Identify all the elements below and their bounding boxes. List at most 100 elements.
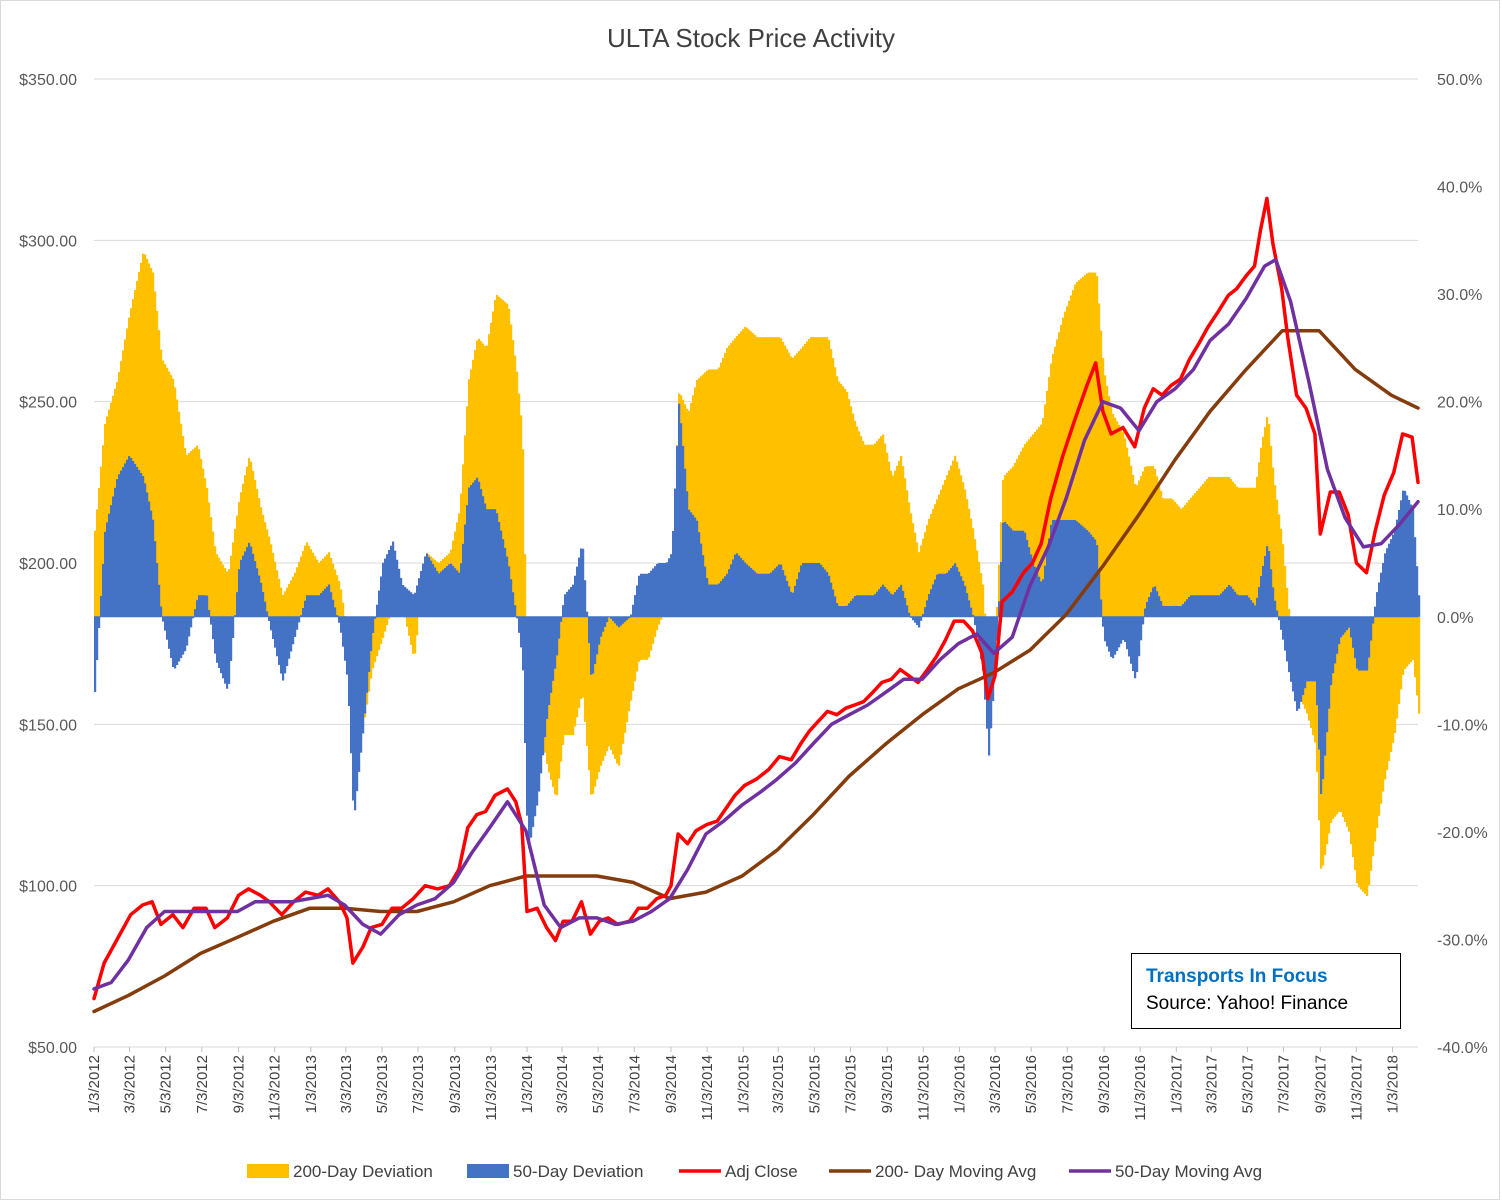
dev50-bar — [404, 586, 407, 617]
dev200-bar — [654, 616, 657, 637]
x-tick-label: 7/3/2012 — [194, 1055, 211, 1113]
dev50-bar — [476, 477, 479, 617]
dev200-bar — [722, 357, 725, 617]
x-tick-label: 1/3/2015 — [735, 1055, 752, 1113]
dev50-bar — [1100, 599, 1103, 617]
dev50-bar — [676, 446, 679, 617]
dev200-bar — [234, 528, 237, 617]
dev200-bar — [1150, 466, 1153, 617]
dev200-bar — [1392, 616, 1395, 743]
dev200-bar — [1262, 436, 1265, 617]
dev50-bar — [958, 571, 961, 617]
dev200-bar — [894, 470, 897, 617]
x-axis-ticks: 1/3/2012 3/3/2012 5/3/2012 7/3/2012 9/3/2012… — [86, 1047, 1402, 1121]
dev50-bar — [978, 616, 981, 648]
dev200-bar — [488, 334, 491, 617]
dev200-bar — [854, 420, 857, 617]
dev50-bar — [1368, 616, 1371, 658]
dev50-bar — [428, 557, 431, 617]
dev200-bar — [1200, 486, 1203, 617]
dev200-bar — [412, 616, 415, 654]
dev50-bar — [1188, 596, 1191, 617]
dev50-bar — [786, 580, 789, 617]
dev50-bar — [1410, 504, 1413, 617]
dev200-bar — [566, 616, 569, 736]
dev200-bar — [558, 616, 561, 779]
dev50-bar — [102, 563, 105, 617]
dev200-bar — [1094, 272, 1097, 617]
dev200-bar — [184, 448, 187, 617]
dev50-bar — [642, 573, 645, 617]
dev50-bar — [226, 616, 229, 689]
dev200-bar — [998, 564, 1001, 617]
dev50-bar — [588, 616, 591, 644]
dev50-bar — [846, 605, 849, 617]
dev50-bar — [928, 594, 931, 617]
dev50-bar — [1380, 572, 1383, 617]
dev50-bar — [948, 570, 951, 617]
dev200-bar — [132, 299, 135, 617]
dev200-bar — [842, 386, 845, 617]
dev200-bar — [834, 367, 837, 617]
dev200-bar — [848, 399, 851, 617]
dev200-bar — [598, 616, 601, 773]
dev200-bar — [646, 616, 649, 660]
dev50-bar — [236, 592, 239, 617]
dev50-bar — [448, 564, 451, 617]
dev50-bar — [1186, 599, 1189, 617]
dev50-bar — [1066, 519, 1069, 617]
dev200-bar — [522, 449, 525, 617]
dev50-bar — [994, 616, 997, 674]
dev50-bar — [972, 614, 975, 617]
dev200-bar — [846, 391, 849, 617]
dev50-bar — [742, 560, 745, 617]
dev200-bar — [1238, 487, 1241, 617]
dev50-bar — [170, 616, 173, 658]
right-tick-label: 20.0% — [1437, 395, 1482, 412]
dev200-bar — [1140, 475, 1143, 617]
dev50-bar — [920, 616, 923, 621]
dev50-bar — [1306, 616, 1309, 682]
dev50-bar — [836, 603, 839, 617]
dev200-bar — [310, 549, 313, 617]
dev200-bar — [1130, 465, 1133, 617]
dev200-bar — [1354, 616, 1357, 871]
dev50-bar — [166, 616, 169, 640]
dev50-bar — [1170, 606, 1173, 617]
dev50-bar — [382, 562, 385, 617]
dev50-bar — [1084, 528, 1087, 617]
dev50-bar — [678, 403, 681, 617]
dev50-bar — [1040, 581, 1043, 617]
dev50-bar — [1360, 616, 1363, 671]
dev50-bar — [700, 543, 703, 617]
dev200-bar — [752, 333, 755, 617]
dev200-bar — [1060, 324, 1063, 617]
dev50-bar — [1390, 539, 1393, 617]
dev50-bar — [754, 571, 757, 617]
x-tick-label: 9/3/2013 — [447, 1055, 464, 1113]
dev50-bar — [740, 557, 743, 617]
dev200-bar — [1160, 490, 1163, 617]
dev50-bar — [1320, 616, 1323, 794]
dev200-bar — [962, 482, 965, 617]
legend-label: 50-Day Moving Avg — [1115, 1162, 1262, 1181]
dev50-bar — [644, 573, 647, 617]
dev200-bar — [1240, 487, 1243, 617]
dev50-bar — [498, 521, 501, 617]
dev200-bar — [1250, 487, 1253, 617]
dev50-bar — [1204, 595, 1207, 617]
dev50-bar — [756, 573, 759, 617]
dev200-bar — [1146, 466, 1149, 617]
dev50-bar — [304, 600, 307, 617]
dev200-bar — [338, 580, 341, 617]
dev50-bar — [732, 559, 735, 617]
dev50-bar — [344, 616, 347, 661]
dev50-bar — [150, 510, 153, 617]
dev200-bar — [556, 616, 559, 796]
dev200-bar — [146, 258, 149, 617]
dev50-bar — [1130, 616, 1133, 664]
dev50-bar — [1026, 539, 1029, 617]
x-tick-label: 1/3/2018 — [1385, 1055, 1402, 1113]
dev50-bar — [1156, 591, 1159, 617]
